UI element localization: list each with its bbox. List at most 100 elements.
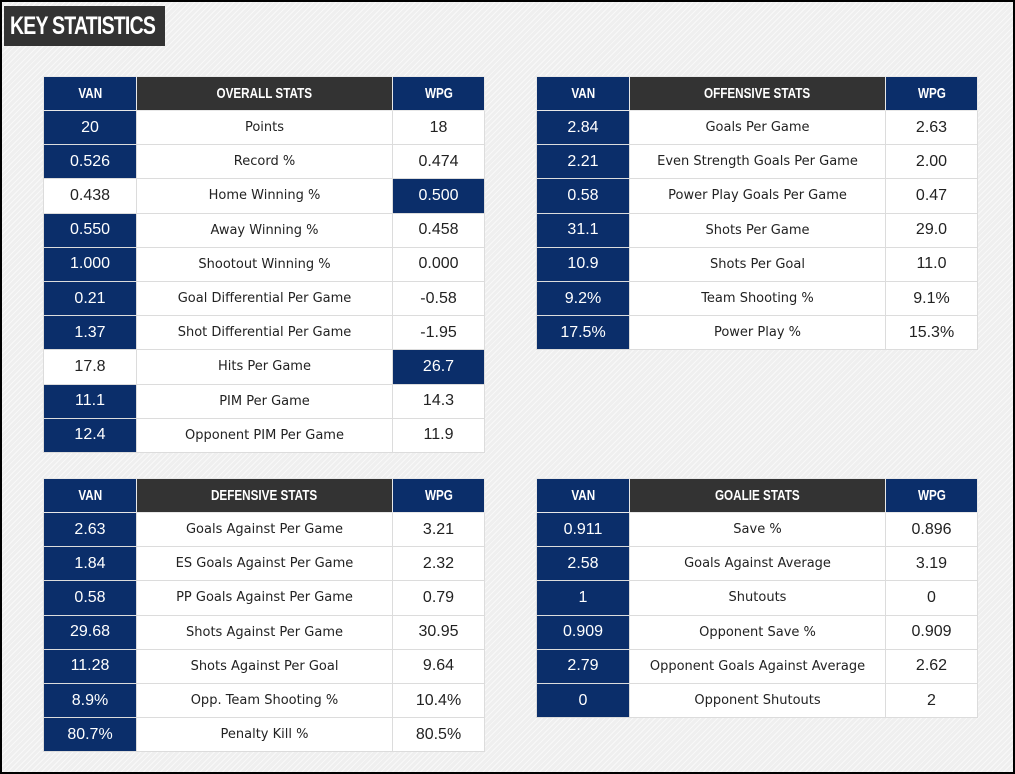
table-row: 2.84 Goals Per Game 2.63 [536,109,978,146]
table-row: 0.909 Opponent Save % 0.909 [536,614,978,650]
category-header: GOALIE STATS [629,478,886,513]
stat-label: Record % [136,144,393,180]
stat-label: Home Winning % [136,178,393,214]
wpg-value: 9.1% [885,280,978,317]
table-row: 0.58 PP Goals Against Per Game 0.79 [43,580,485,616]
wpg-value: 0 [885,580,978,616]
van-value: 2.79 [536,648,630,684]
wpg-value: 14.3 [392,383,485,419]
right-team-header: WPG [392,76,485,111]
wpg-value: -1.95 [392,315,485,351]
table-row: 0.58 Power Play Goals Per Game 0.47 [536,178,978,214]
table-row: 2.58 Goals Against Average 3.19 [536,546,978,582]
table-row: 0.550 Away Winning % 0.458 [43,212,485,248]
van-value: 20 [43,109,137,146]
table-row: 0.526 Record % 0.474 [43,144,485,180]
stat-label: Power Play Goals Per Game [629,178,886,214]
van-value: 0.438 [43,178,137,214]
van-value: 12.4 [43,417,137,453]
stat-label: Shots Per Game [629,212,886,248]
table-row: 17.8 Hits Per Game 26.7 [43,349,485,385]
table-row: 20 Points 18 [43,109,485,146]
stat-label: Team Shooting % [629,280,886,317]
van-value: 0.911 [536,511,630,548]
van-value: 0.526 [43,144,137,180]
wpg-value: 0.000 [392,246,485,282]
overall-stats-table: VAN OVERALL STATS WPG 20 Points 18 0.526 Rec… [43,76,485,453]
wpg-value: 2.32 [392,546,485,582]
van-value: 0 [536,682,630,719]
stat-label: ES Goals Against Per Game [136,546,393,582]
category-header: OFFENSIVE STATS [629,76,886,111]
stat-label: Opponent Save % [629,614,886,650]
van-value: 2.58 [536,546,630,582]
stat-label: Opp. Team Shooting % [136,682,393,719]
left-team-header: VAN [43,76,137,111]
table-row: 0.21 Goal Differential Per Game -0.58 [43,280,485,317]
stat-label: PIM Per Game [136,383,393,419]
van-value: 17.8 [43,349,137,385]
van-value: 0.909 [536,614,630,650]
wpg-value: 0.909 [885,614,978,650]
stat-label: Shots Against Per Game [136,614,393,650]
table-row: 1.000 Shootout Winning % 0.000 [43,246,485,282]
left-team-header: VAN [536,478,630,513]
table-row: 2.63 Goals Against Per Game 3.21 [43,511,485,548]
van-value: 11.1 [43,383,137,419]
stat-label: Points [136,109,393,146]
van-value: 2.84 [536,109,630,146]
van-value: 10.9 [536,246,630,282]
stat-label: Shootout Winning % [136,246,393,282]
stat-label: Goals Against Average [629,546,886,582]
wpg-value: 80.5% [392,717,485,753]
table-row: 2.79 Opponent Goals Against Average 2.62 [536,648,978,684]
table-header-row: VAN DEFENSIVE STATS WPG [43,478,485,513]
wpg-value: 0.474 [392,144,485,180]
van-value: 2.63 [43,511,137,548]
van-value: 17.5% [536,315,630,351]
table-row: 8.9% Opp. Team Shooting % 10.4% [43,682,485,719]
stat-label: Penalty Kill % [136,717,393,753]
table-row: 2.21 Even Strength Goals Per Game 2.00 [536,144,978,180]
wpg-value: 26.7 [392,349,485,385]
wpg-value: 11.9 [392,417,485,453]
right-team-header: WPG [885,76,978,111]
van-value: 0.58 [43,580,137,616]
table-row: 0 Opponent Shutouts 2 [536,682,978,719]
wpg-value: 0.47 [885,178,978,214]
table-row: 29.68 Shots Against Per Game 30.95 [43,614,485,650]
table-row: 80.7% Penalty Kill % 80.5% [43,717,485,753]
wpg-value: 11.0 [885,246,978,282]
table-row: 1.37 Shot Differential Per Game -1.95 [43,315,485,351]
wpg-value: 3.21 [392,511,485,548]
table-row: 1 Shutouts 0 [536,580,978,616]
stat-label: Even Strength Goals Per Game [629,144,886,180]
table-row: 0.438 Home Winning % 0.500 [43,178,485,214]
defensive-stats-table: VAN DEFENSIVE STATS WPG 2.63 Goals Agains… [43,478,485,753]
stat-label: Shots Per Goal [629,246,886,282]
stat-label: Goal Differential Per Game [136,280,393,317]
van-value: 0.21 [43,280,137,317]
wpg-value: 15.3% [885,315,978,351]
van-value: 0.550 [43,212,137,248]
table-row: 9.2% Team Shooting % 9.1% [536,280,978,317]
wpg-value: 2.63 [885,109,978,146]
table-header-row: VAN OFFENSIVE STATS WPG [536,76,978,111]
van-value: 8.9% [43,682,137,719]
wpg-value: 0.896 [885,511,978,548]
wpg-value: -0.58 [392,280,485,317]
table-row: 17.5% Power Play % 15.3% [536,315,978,351]
wpg-value: 0.500 [392,178,485,214]
van-value: 1.84 [43,546,137,582]
wpg-value: 10.4% [392,682,485,719]
wpg-value: 2 [885,682,978,719]
page-title: KEY STATISTICS [4,6,165,46]
table-row: 31.1 Shots Per Game 29.0 [536,212,978,248]
right-team-header: WPG [885,478,978,513]
table-header-row: VAN OVERALL STATS WPG [43,76,485,111]
stat-label: Hits Per Game [136,349,393,385]
wpg-value: 0.79 [392,580,485,616]
van-value: 2.21 [536,144,630,180]
van-value: 29.68 [43,614,137,650]
stat-label: Opponent Shutouts [629,682,886,719]
